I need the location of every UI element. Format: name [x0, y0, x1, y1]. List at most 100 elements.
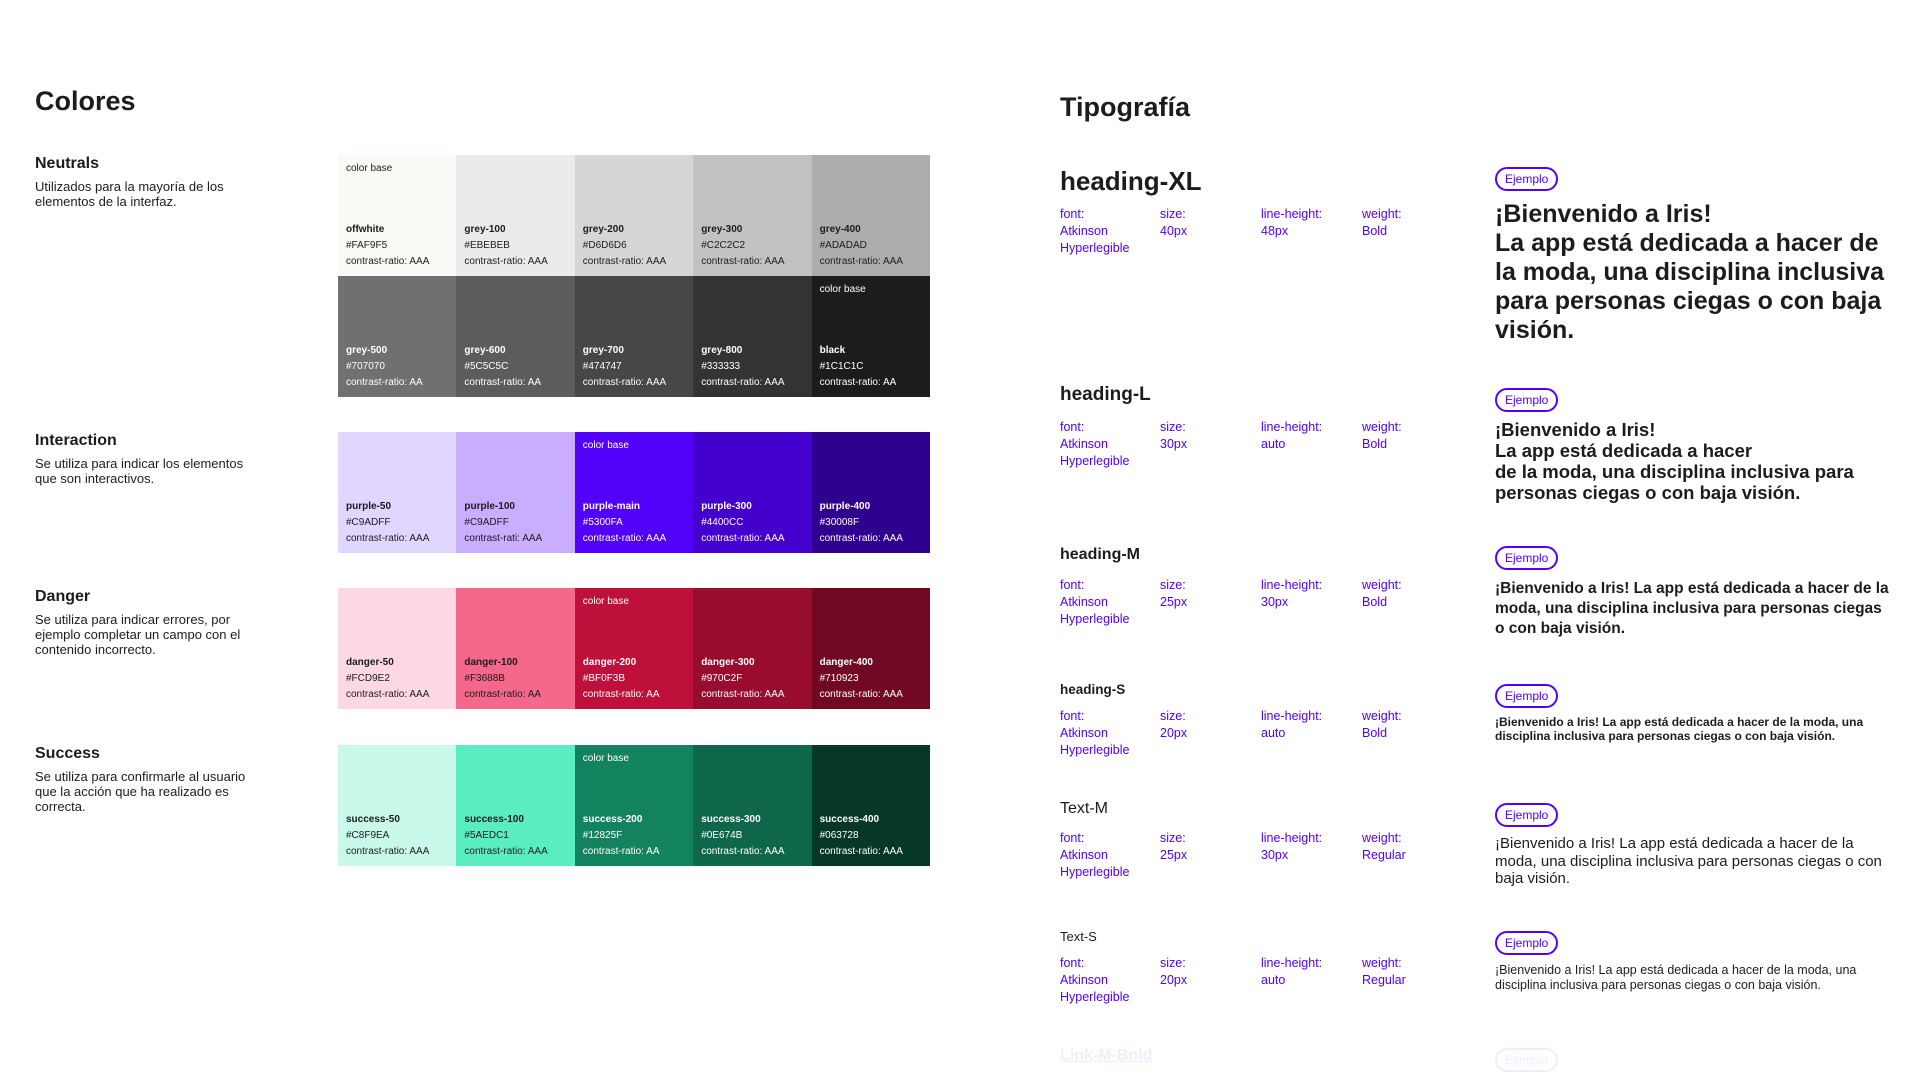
swatch-name: purple-100	[464, 501, 515, 512]
swatch-name: success-100	[464, 814, 524, 825]
meta-size: size: 25px	[1160, 577, 1255, 611]
meta-font: font: Atkinson Hyperlegible	[1060, 419, 1155, 470]
example-badge: Ejemplo	[1495, 684, 1559, 708]
meta-value: Atkinson Hyperlegible	[1060, 224, 1130, 255]
swatch-hex: #EBEBEB	[464, 240, 510, 251]
color-base-label: color base	[582, 753, 629, 764]
example-badge: Ejemplo	[1495, 167, 1559, 191]
swatch-name: danger-50	[346, 657, 394, 668]
section-title: Neutrals	[35, 155, 100, 172]
swatch-hex: #5300FA	[582, 517, 623, 528]
style-name: Text-S	[1060, 929, 1097, 944]
swatch-name: purple-50	[346, 501, 392, 512]
section-description: Se utiliza para indicar errores, por eje…	[35, 612, 241, 657]
swatch-name: purple-300	[701, 501, 752, 512]
swatch-hex: #D6D6D6	[582, 240, 627, 251]
swatch-contrast: contrast-ratio: AAA	[582, 256, 667, 267]
meta-label: font:	[1060, 207, 1085, 221]
meta-label: line-height:	[1261, 420, 1323, 434]
color-section-neutrals: Neutrals Utilizados para la mayoría de lo…	[35, 155, 265, 209]
meta-value: Bold	[1362, 437, 1388, 451]
color-swatch: color base danger-200 #BF0F3B contrast-rati…	[574, 588, 694, 709]
meta-label: weight:	[1362, 831, 1402, 845]
swatch-contrast: contrast-ratio: AAA	[701, 689, 785, 700]
swatch-contrast: contrast-ratio: AAA	[464, 256, 548, 267]
meta-label: size:	[1160, 578, 1186, 592]
meta-label: font:	[1060, 578, 1085, 592]
swatch-contrast: contrast-ratio: AA	[464, 689, 542, 700]
meta-value: 30px	[1261, 848, 1289, 862]
swatch-name: danger-300	[701, 657, 755, 668]
swatch-contrast: contrast-ratio: AAA	[701, 533, 785, 544]
meta-label: weight:	[1362, 578, 1402, 592]
meta-value: 20px	[1160, 726, 1188, 740]
swatch-grid: danger-50 #FCD9E2 contrast-ratio: AAA dange…	[338, 588, 930, 709]
example-badge: Ejemplo	[1495, 803, 1559, 827]
meta-label: weight:	[1362, 420, 1402, 434]
example-badge: Ejemplo	[1495, 388, 1559, 412]
section-description: Utilizados para la mayoría de los elemen…	[35, 179, 224, 209]
color-swatch: success-50 #C8F9EA contrast-ratio: AAA	[338, 745, 457, 866]
swatch-contrast: contrast-ratio: AAA	[819, 846, 903, 857]
example-badge: Ejemplo	[1495, 546, 1559, 570]
style-name: heading-M	[1060, 546, 1140, 563]
meta-label: weight:	[1362, 207, 1402, 221]
swatch-contrast: contrast-ratio: AAA	[346, 533, 430, 544]
swatch-name: success-50	[346, 814, 400, 825]
example-badge: Ejemplo	[1495, 1048, 1559, 1072]
swatch-hex: #474747	[582, 361, 622, 372]
meta-label: line-height:	[1261, 831, 1323, 845]
swatch-contrast: contrast-ratio: AAA	[819, 533, 903, 544]
example-text: ¡Bienvenido a Iris! La app está dedicada…	[1495, 419, 1854, 503]
meta-label: font:	[1060, 831, 1085, 845]
meta-value: Atkinson Hyperlegible	[1060, 595, 1130, 626]
swatch-contrast: contrast-ratio: AAA	[464, 846, 548, 857]
meta-weight: weight: Bold	[1362, 708, 1457, 742]
meta-value: Regular	[1362, 848, 1406, 862]
swatch-hex: #C8F9EA	[346, 830, 390, 841]
swatch-hex: #30008F	[819, 517, 860, 528]
swatch-hex: #0E674B	[701, 830, 743, 841]
swatch-contrast: contrast-ratio: AAA	[346, 689, 430, 700]
meta-line-height: line-height: auto	[1261, 419, 1356, 453]
meta-label: weight:	[1362, 956, 1402, 970]
color-swatch: grey-700 #474747 contrast-ratio: AAA	[574, 276, 694, 397]
meta-line-height: line-height: auto	[1261, 955, 1356, 989]
color-base-label: color base	[582, 596, 629, 607]
color-swatch: color base black #1C1C1C contrast-ratio: AA	[811, 276, 930, 397]
swatch-hex: #5AEDC1	[464, 830, 509, 841]
colors-title: Colores	[35, 86, 136, 116]
section-description: Se utiliza para indicar los elementos qu…	[35, 456, 244, 486]
color-base-label: color base	[819, 284, 866, 295]
example-text: ¡Bienvenido a Iris! La app está dedicada…	[1495, 963, 1857, 992]
meta-size: size: 20px	[1160, 708, 1255, 742]
color-swatch: success-300 #0E674B contrast-ratio: AAA	[693, 745, 812, 866]
swatch-contrast: contrast-ratio: AA	[819, 377, 897, 388]
color-swatch: color base purple-main #5300FA contrast-rat…	[574, 432, 694, 553]
swatch-contrast: contrast-ratio: AAA	[582, 377, 667, 388]
swatch-grid: success-50 #C8F9EA contrast-ratio: AAA succ…	[338, 745, 930, 866]
meta-label: line-height:	[1261, 709, 1323, 723]
color-base-label: color base	[346, 163, 393, 174]
color-base-label: color base	[582, 440, 629, 451]
color-swatch: success-100 #5AEDC1 contrast-ratio: AAA	[456, 745, 575, 866]
example-badge: Ejemplo	[1495, 931, 1559, 955]
swatch-hex: #FCD9E2	[346, 673, 390, 684]
meta-value: 25px	[1160, 848, 1188, 862]
meta-weight: weight: Regular	[1362, 955, 1457, 989]
meta-label: size:	[1160, 207, 1186, 221]
meta-line-height: line-height: 30px	[1261, 830, 1356, 864]
meta-value: Bold	[1362, 726, 1388, 740]
swatch-contrast: contrast-ratio: AA	[346, 377, 423, 388]
color-swatch: danger-50 #FCD9E2 contrast-ratio: AAA	[338, 588, 457, 709]
color-swatch: color base success-200 #12825F contrast-rat…	[574, 745, 694, 866]
swatch-contrast: contrast-ratio: AAA	[701, 846, 785, 857]
meta-label: line-height:	[1261, 207, 1323, 221]
color-section-interaction: Interaction Se utiliza para indicar los e…	[35, 432, 265, 486]
swatch-grid: purple-50 #C9ADFF contrast-ratio: AAA purpl…	[338, 432, 930, 553]
swatch-name: grey-200	[582, 224, 624, 235]
meta-label: line-height:	[1261, 578, 1323, 592]
typography-title: Tipografía	[1060, 92, 1191, 122]
color-swatch: grey-400 #ADADAD contrast-ratio: AAA	[811, 155, 930, 276]
meta-label: size:	[1160, 420, 1186, 434]
